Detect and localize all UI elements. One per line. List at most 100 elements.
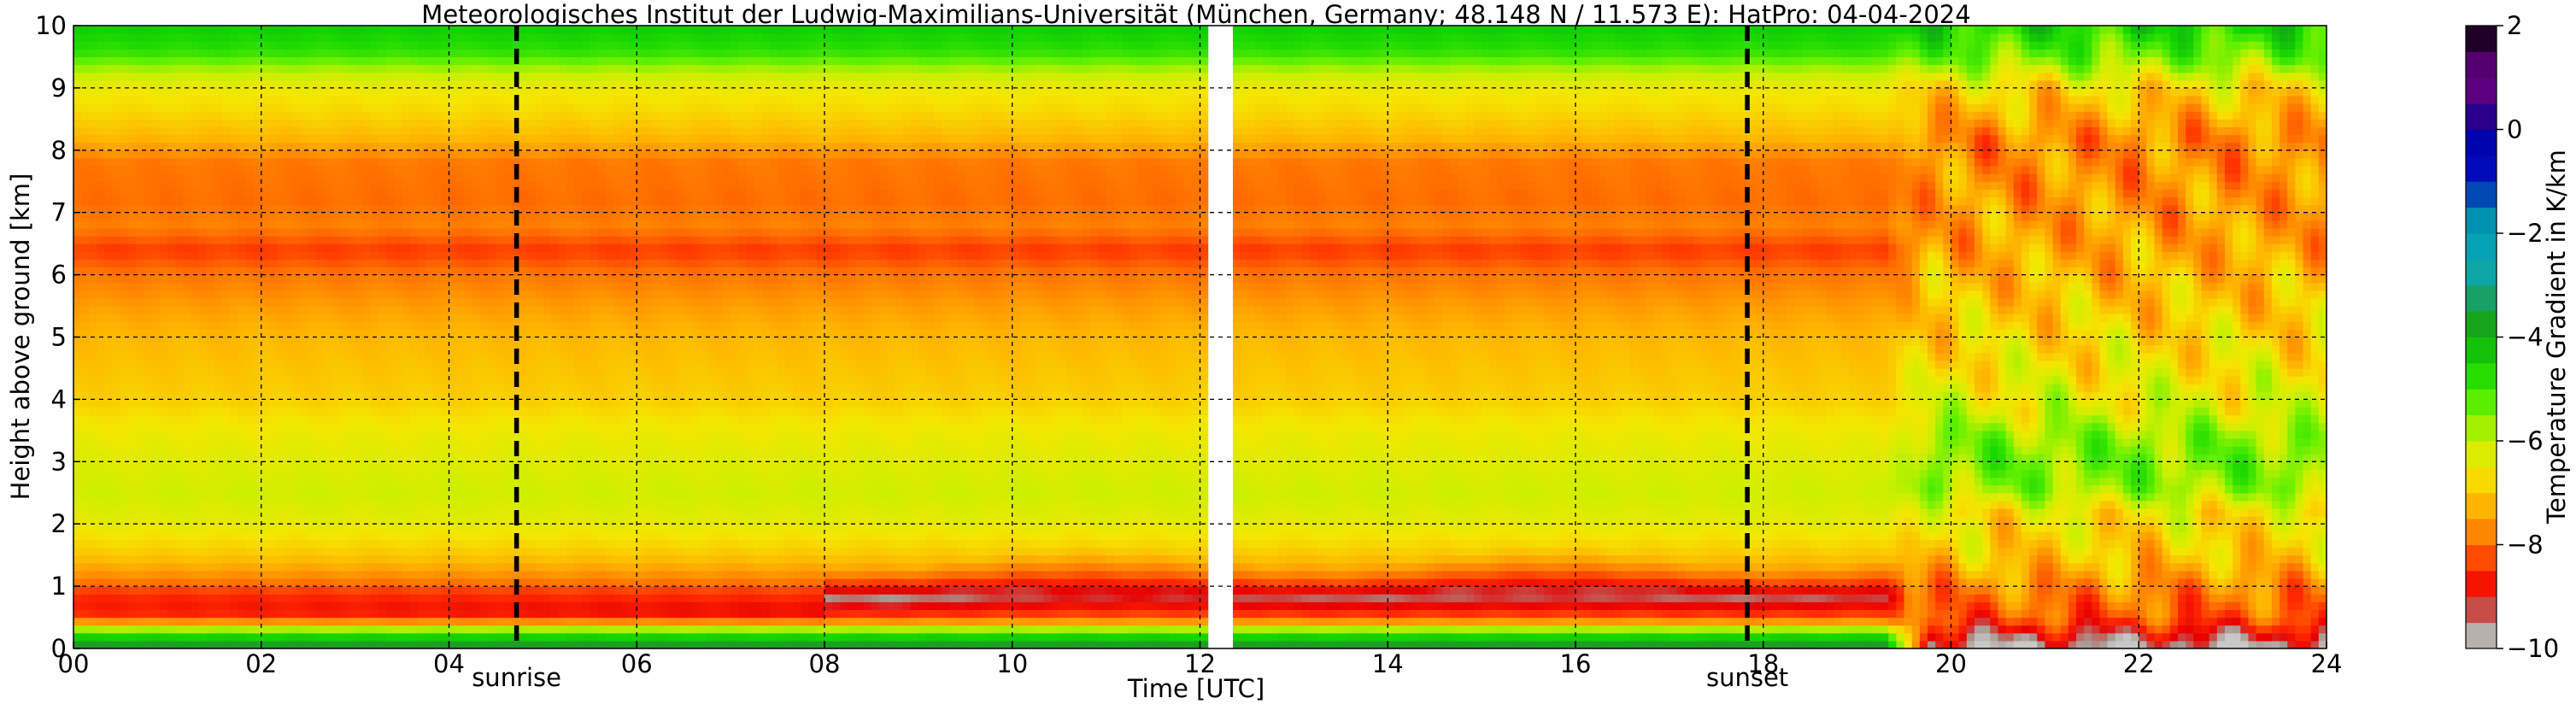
heat-cell <box>81 360 90 369</box>
heat-cell <box>347 181 356 190</box>
heat-cell <box>73 56 82 66</box>
heat-cell <box>362 314 372 322</box>
heat-cell <box>472 96 481 104</box>
heat-cell <box>261 321 270 330</box>
heat-cell <box>183 352 191 361</box>
heat-cell <box>253 274 262 284</box>
heat-cell <box>89 414 98 424</box>
heat-cell <box>527 251 536 260</box>
heat-cell <box>464 384 473 392</box>
heat-cell <box>175 150 184 159</box>
heat-cell <box>104 72 114 81</box>
heat-cell <box>355 157 364 167</box>
heat-cell <box>253 173 262 182</box>
heat-cell <box>214 173 223 182</box>
heat-cell <box>112 220 121 229</box>
heat-cell <box>402 329 411 338</box>
heat-cell <box>480 227 489 237</box>
heat-cell <box>519 111 528 120</box>
heat-cell <box>324 64 332 73</box>
heat-cell <box>89 259 98 268</box>
heat-cell <box>472 33 481 42</box>
heat-cell <box>315 103 325 112</box>
heat-cell <box>355 197 364 206</box>
heat-cell <box>238 297 247 307</box>
heat-cell <box>370 267 379 276</box>
heat-cell <box>230 212 238 221</box>
heat-cell <box>89 220 98 229</box>
heat-cell <box>128 437 137 447</box>
heat-cell <box>558 586 567 595</box>
heat-cell <box>402 344 411 354</box>
heat-cell <box>183 259 191 268</box>
heat-cell <box>89 157 98 167</box>
heat-cell <box>370 96 379 104</box>
heat-cell <box>386 399 396 408</box>
heat-cell <box>324 227 332 237</box>
heat-cell <box>550 150 560 159</box>
heat-cell <box>417 72 426 81</box>
heat-cell <box>433 531 442 541</box>
heat-cell <box>128 212 137 221</box>
heat-cell <box>488 87 497 97</box>
heat-cell <box>104 259 114 268</box>
heat-cell <box>503 492 513 502</box>
heat-cell <box>362 547 372 556</box>
heat-cell <box>332 586 340 595</box>
heat-cell <box>370 352 379 361</box>
heat-cell <box>315 33 325 42</box>
heat-cell <box>386 547 396 556</box>
heat-cell <box>73 337 82 346</box>
heat-cell <box>183 437 191 447</box>
heat-cell <box>370 360 379 369</box>
heat-cell <box>230 49 238 58</box>
heat-cell <box>151 469 161 478</box>
heat-cell <box>378 111 387 120</box>
heat-cell <box>81 376 90 384</box>
heat-cell <box>144 189 153 198</box>
heat-cell <box>324 492 332 502</box>
heat-cell <box>402 79 411 89</box>
heat-cell <box>347 157 356 167</box>
heat-cell <box>285 251 293 260</box>
heat-cell <box>144 384 153 392</box>
heat-cell <box>97 212 106 221</box>
heat-cell <box>324 384 332 392</box>
heat-cell <box>394 197 403 206</box>
heat-cell <box>136 437 145 447</box>
heat-cell <box>221 539 231 549</box>
heat-cell <box>292 492 302 502</box>
heat-cell <box>261 625 270 634</box>
heat-cell <box>159 469 168 478</box>
heat-cell <box>221 391 231 400</box>
heat-cell <box>362 41 372 50</box>
heat-cell <box>472 282 481 291</box>
heat-cell <box>488 367 497 377</box>
heat-cell <box>175 49 184 58</box>
heat-cell <box>394 173 403 182</box>
heat-cell <box>332 625 340 634</box>
heat-cell <box>449 33 458 42</box>
heat-cell <box>425 360 434 369</box>
heat-cell <box>277 220 285 229</box>
heat-cell <box>362 150 372 159</box>
heat-cell <box>159 516 168 525</box>
heat-cell <box>261 87 270 97</box>
heat-cell <box>425 484 434 494</box>
heat-cell <box>268 64 278 73</box>
heat-cell <box>417 469 426 478</box>
heat-cell <box>221 516 231 525</box>
heat-cell <box>89 437 98 447</box>
heat-cell <box>441 103 450 112</box>
heat-cell <box>417 79 426 89</box>
heat-cell <box>535 469 543 478</box>
heat-cell <box>159 166 168 174</box>
heat-cell <box>347 220 356 229</box>
heat-cell <box>543 41 552 50</box>
heat-cell <box>417 617 426 626</box>
heat-cell <box>89 407 98 416</box>
heat-cell <box>370 79 379 89</box>
heat-cell <box>198 72 208 81</box>
heat-cell <box>480 173 489 182</box>
heat-cell <box>221 601 231 611</box>
